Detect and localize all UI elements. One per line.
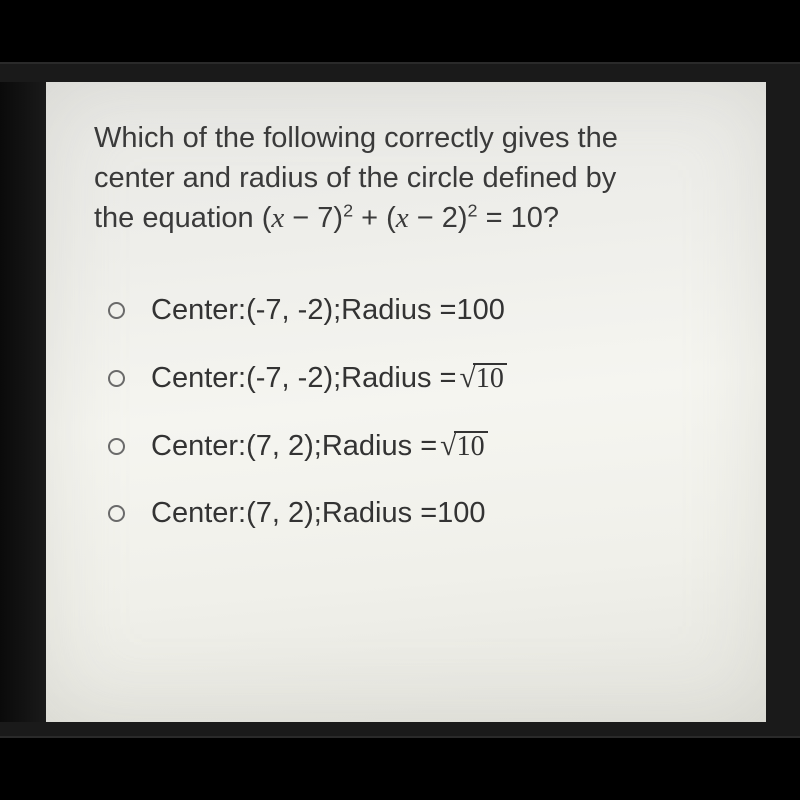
radio-icon[interactable] [108,438,125,455]
separator: ; [333,362,341,395]
option-a[interactable]: Center: (-7, -2) ; Radius = 100 [108,294,722,327]
sqrt-icon: √10 [440,429,487,463]
radius-value: 10 [454,431,488,461]
option-a-text: Center: (-7, -2) ; Radius = 100 [151,294,505,327]
eq-mid-2: − 2) [409,202,468,234]
eq-var-x2: x [396,202,409,234]
option-c[interactable]: Center: (7, 2) ; Radius = √10 [108,429,722,463]
option-c-text: Center: (7, 2) ; Radius = √10 [151,429,488,463]
center-label: Center: [151,362,246,395]
center-label: Center: [151,430,246,463]
separator: ; [333,294,341,327]
eq-plus: + ( [353,202,396,234]
option-b[interactable]: Center: (-7, -2) ; Radius = √10 [108,361,722,395]
separator: ; [314,497,322,530]
radius-label: Radius = [341,362,456,395]
separator: ; [314,430,322,463]
center-value: (7, 2) [246,497,314,530]
eq-eq: = 10? [478,202,559,234]
radius-value: 10 [473,363,507,393]
radius-label: Radius = [322,430,437,463]
eq-var-x1: x [271,202,284,234]
radius-label: Radius = [322,497,437,530]
question-panel: Which of the following correctly gives t… [46,82,766,722]
center-label: Center: [151,497,246,530]
question-line-3-prefix: the equation ( [94,202,271,234]
center-label: Center: [151,294,246,327]
radius-value: 100 [437,497,485,530]
center-value: (-7, -2) [246,362,333,395]
radius-value: 100 [456,294,504,327]
option-d[interactable]: Center: (7, 2) ; Radius = 100 [108,497,722,530]
radio-icon[interactable] [108,370,125,387]
radio-icon[interactable] [108,302,125,319]
eq-mid-1: − 7) [284,202,343,234]
left-edge-shadow [0,82,46,722]
sqrt-icon: √10 [459,361,506,395]
radio-icon[interactable] [108,505,125,522]
eq-sup-1: 2 [343,200,353,220]
question-line-1: Which of the following correctly gives t… [94,122,618,154]
center-value: (-7, -2) [246,294,333,327]
photo-frame: Which of the following correctly gives t… [0,62,800,738]
option-b-text: Center: (-7, -2) ; Radius = √10 [151,361,507,395]
center-value: (7, 2) [246,430,314,463]
question-line-2: center and radius of the circle defined … [94,162,616,194]
eq-sup-2: 2 [468,200,478,220]
option-d-text: Center: (7, 2) ; Radius = 100 [151,497,486,530]
radius-label: Radius = [341,294,456,327]
options-group: Center: (-7, -2) ; Radius = 100 Center: … [94,294,722,530]
question-text: Which of the following correctly gives t… [94,118,722,238]
